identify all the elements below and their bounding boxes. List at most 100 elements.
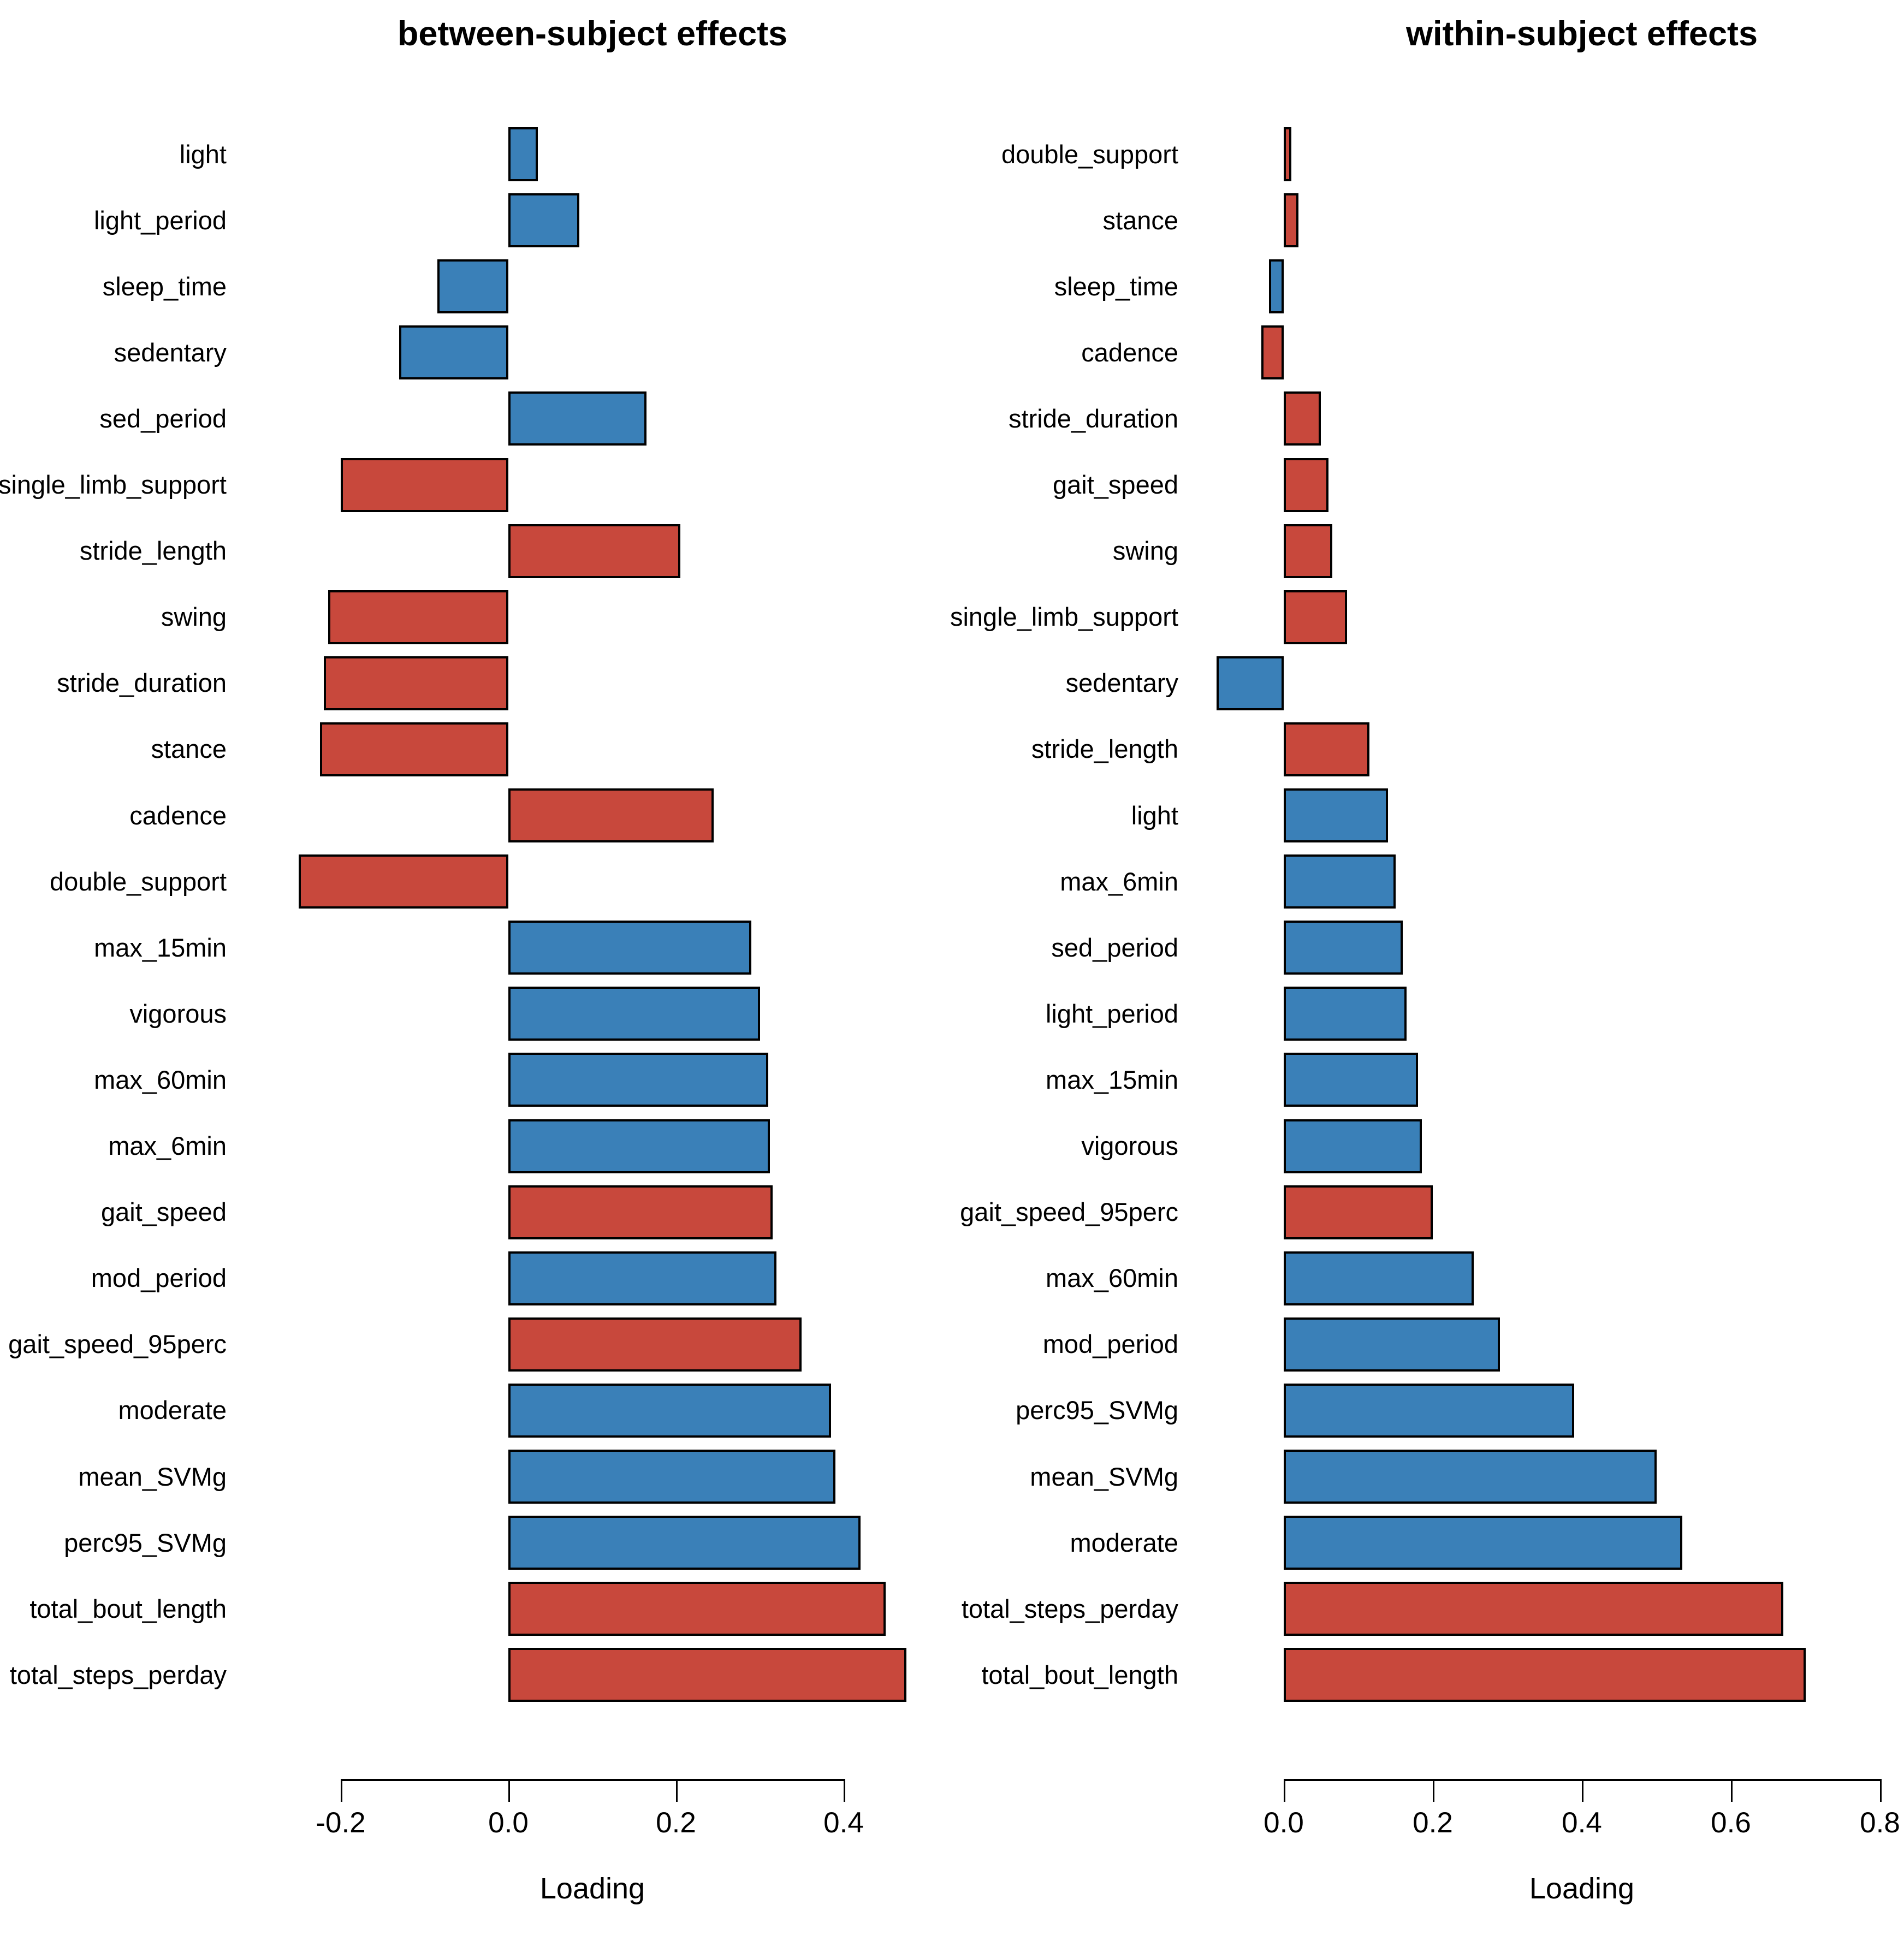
- x-axis-tick-label: 0.8: [1860, 1807, 1900, 1839]
- bar: [1284, 1317, 1500, 1372]
- bar: [1284, 1582, 1783, 1636]
- bar-label: moderate: [1070, 1528, 1178, 1557]
- bar: [1284, 921, 1403, 975]
- bar: [508, 1516, 861, 1570]
- bar-label: perc95_SVMg: [64, 1528, 227, 1557]
- bar: [324, 656, 508, 710]
- bar: [1284, 458, 1328, 512]
- bar-label: max_6min: [108, 1131, 227, 1160]
- bar: [399, 325, 508, 380]
- bar-label: sleep_time: [1054, 271, 1178, 301]
- bar: [1217, 656, 1284, 710]
- bar: [1284, 788, 1389, 842]
- bar: [1284, 1450, 1657, 1504]
- bar-label: max_60min: [1046, 1263, 1178, 1293]
- bar: [1284, 1648, 1806, 1702]
- x-axis-tick-label: 0.2: [1413, 1807, 1453, 1839]
- x-axis-title-within-subject: Loading: [1529, 1872, 1635, 1905]
- bar-label: light_period: [1045, 999, 1178, 1028]
- bar: [508, 524, 680, 578]
- x-axis-tick-label: -0.2: [316, 1807, 366, 1839]
- bar-label: stance: [151, 734, 227, 764]
- bar: [1261, 325, 1284, 380]
- bar: [299, 854, 508, 909]
- bar: [508, 391, 647, 446]
- bar: [508, 1450, 835, 1504]
- bar-label: swing: [1112, 536, 1178, 566]
- bar: [508, 1383, 831, 1438]
- bar-label: gait_speed_95perc: [8, 1329, 227, 1359]
- bar: [1284, 127, 1291, 181]
- x-axis-title-between-subject: Loading: [539, 1872, 645, 1905]
- bar: [1268, 259, 1284, 314]
- bar: [1284, 1383, 1575, 1438]
- bar-label: total_steps_perday: [9, 1660, 227, 1689]
- bar-label: sed_period: [99, 403, 227, 433]
- bar-label: gait_speed_95perc: [960, 1197, 1178, 1227]
- bar-label: vigorous: [1081, 1131, 1178, 1160]
- x-axis-tick: [1731, 1779, 1733, 1802]
- bar-label: stance: [1102, 205, 1178, 235]
- bar-label: gait_speed: [101, 1197, 227, 1227]
- x-axis-tick-label: 0.6: [1711, 1807, 1751, 1839]
- bar-label: mod_period: [91, 1263, 227, 1293]
- x-axis-tick-label: 0.0: [488, 1807, 529, 1839]
- bar-label: swing: [161, 602, 227, 632]
- bar: [508, 788, 714, 842]
- bar: [508, 1251, 777, 1305]
- bar-label: sedentary: [114, 337, 227, 367]
- bar-label: mod_period: [1042, 1329, 1178, 1359]
- x-axis-tick-label: 0.2: [656, 1807, 696, 1839]
- bar: [508, 1582, 886, 1636]
- bar: [508, 1317, 802, 1372]
- bar-label: cadence: [129, 800, 227, 830]
- bar-label: total_bout_length: [981, 1660, 1178, 1689]
- bar-label: total_steps_perday: [961, 1594, 1178, 1623]
- bar: [1284, 193, 1299, 248]
- bar-label: stride_duration: [57, 668, 227, 698]
- bar: [508, 1185, 773, 1239]
- bar: [508, 921, 752, 975]
- x-axis-tick-label: 0.4: [1562, 1807, 1602, 1839]
- bar-label: single_limb_support: [950, 602, 1178, 632]
- bar-label: max_15min: [94, 933, 227, 962]
- bar: [1284, 1053, 1418, 1107]
- bar: [1284, 1185, 1433, 1239]
- bar-label: sleep_time: [102, 271, 227, 301]
- x-axis-tick: [676, 1779, 678, 1802]
- x-axis-tick: [341, 1779, 342, 1802]
- bar: [1284, 391, 1321, 446]
- x-axis-tick: [1582, 1779, 1583, 1802]
- bar-label: cadence: [1081, 337, 1178, 367]
- bar: [1284, 1119, 1422, 1173]
- bar-label: perc95_SVMg: [1016, 1396, 1178, 1425]
- bar: [437, 259, 508, 314]
- bar-label: sed_period: [1051, 933, 1178, 962]
- bar: [508, 1648, 907, 1702]
- x-axis-tick-label: 0.0: [1264, 1807, 1304, 1839]
- x-axis-line: [341, 1779, 844, 1781]
- bar-label: light: [179, 139, 227, 169]
- bar-label: mean_SVMg: [78, 1462, 227, 1491]
- bar: [341, 458, 508, 512]
- bar: [508, 1053, 768, 1107]
- bar-label: mean_SVMg: [1030, 1462, 1178, 1491]
- bar-label: gait_speed: [1053, 470, 1178, 499]
- x-axis-tick: [1433, 1779, 1434, 1802]
- bar: [508, 1119, 770, 1173]
- bar: [508, 127, 538, 181]
- bar: [1284, 524, 1332, 578]
- bar-label: light_period: [93, 205, 227, 235]
- bar-label: stride_duration: [1009, 403, 1178, 433]
- bar-label: double_support: [49, 866, 227, 896]
- bar: [1284, 1516, 1683, 1570]
- bar: [508, 193, 580, 248]
- x-axis-tick: [1880, 1779, 1882, 1802]
- bar-label: double_support: [1001, 139, 1178, 169]
- x-axis-tick-label: 0.4: [823, 1807, 864, 1839]
- bar-label: max_60min: [94, 1065, 227, 1094]
- bar-label: light: [1131, 800, 1178, 830]
- bar-label: single_limb_support: [0, 470, 227, 499]
- bar-label: sedentary: [1065, 668, 1178, 698]
